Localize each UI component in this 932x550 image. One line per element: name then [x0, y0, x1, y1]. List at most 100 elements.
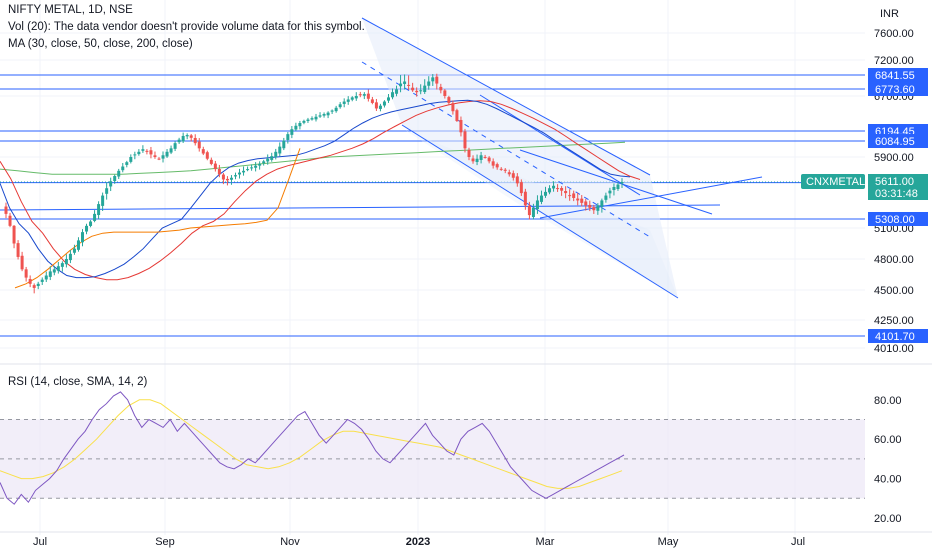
price-label-0[interactable]: 6841.55	[868, 68, 928, 82]
candle-67	[274, 148, 278, 160]
candle-14	[60, 261, 64, 272]
price-label-3[interactable]: 6084.95	[868, 134, 928, 148]
candle-53	[217, 164, 221, 178]
trendline-6[interactable]	[479, 94, 641, 196]
candle-9	[40, 277, 44, 285]
candle-118	[479, 151, 483, 164]
rsi-tick-0: 80.00	[874, 395, 902, 407]
candles	[4, 73, 624, 294]
candle-126	[511, 170, 515, 181]
candle-88	[358, 91, 362, 98]
price-tick-3: 5900.00	[874, 152, 914, 164]
time-tick-3: 2023	[406, 536, 430, 548]
rsi-tick-2: 40.00	[874, 474, 902, 486]
candle-109	[443, 89, 447, 99]
time-tick-5: May	[658, 536, 679, 548]
candle-129	[523, 188, 527, 210]
price-tick-6: 4500.00	[874, 285, 914, 297]
candle-101	[411, 82, 415, 92]
candle-82	[334, 105, 338, 113]
candle-84	[342, 98, 346, 108]
candle-127	[515, 173, 519, 187]
price-tick-7: 4250.00	[874, 315, 914, 327]
rsi-tick-3: 20.00	[874, 513, 902, 525]
candle-102	[415, 87, 419, 97]
candle-63	[258, 161, 262, 170]
ma-legend[interactable]: MA (30, close, 50, close, 200, close)	[8, 38, 193, 50]
symbol-title[interactable]: NIFTY METAL, 1D, NSE	[8, 4, 133, 16]
candle-3	[16, 240, 20, 260]
candle-152	[616, 182, 620, 191]
candle-47	[193, 134, 197, 146]
candle-123	[499, 167, 503, 171]
price-label-5[interactable]: 5308.00	[868, 212, 928, 226]
candle-136	[552, 181, 556, 192]
candle-96	[391, 88, 395, 100]
price-axis[interactable]: 7600.007200.006700.005900.005100.004800.…	[801, 28, 928, 355]
candle-150	[608, 187, 612, 199]
candle-146	[592, 204, 596, 214]
candle-72	[294, 122, 298, 131]
trendline-3[interactable]	[0, 204, 721, 211]
candle-128	[519, 179, 523, 197]
candle-137	[556, 184, 560, 192]
candle-79	[322, 112, 326, 118]
svg-text:5308.00: 5308.00	[875, 214, 915, 226]
symbol-tag[interactable]: CNXMETAL	[801, 174, 865, 189]
ma50-line	[0, 100, 641, 281]
candle-36	[149, 146, 153, 159]
svg-text:6084.95: 6084.95	[875, 136, 915, 148]
ma200-line	[0, 141, 626, 175]
candle-76	[310, 116, 314, 121]
candle-105	[427, 76, 431, 90]
candle-132	[535, 195, 539, 214]
candle-17	[72, 244, 76, 255]
candle-86	[350, 96, 354, 102]
trendline-0[interactable]	[361, 17, 651, 176]
candle-45	[185, 133, 189, 140]
candle-153	[620, 178, 624, 188]
trendline-5[interactable]	[519, 149, 713, 215]
price-tick-8: 4010.00	[874, 343, 914, 355]
rsi-legend[interactable]: RSI (14, close, SMA, 14, 2)	[8, 376, 148, 388]
price-tick-5: 4800.00	[874, 254, 914, 266]
candle-116	[471, 155, 475, 164]
candle-59	[242, 166, 246, 176]
candle-65	[266, 154, 270, 165]
candle-115	[467, 147, 471, 161]
candle-12	[52, 265, 56, 276]
price-tick-0: 7600.00	[874, 28, 914, 40]
candle-4	[20, 251, 24, 272]
candle-140	[568, 189, 572, 201]
trendline-1[interactable]	[401, 124, 679, 299]
candle-23	[97, 201, 101, 220]
trendline-4[interactable]	[539, 176, 763, 219]
volume-legend[interactable]: Vol (20): The data vendor doesn't provid…	[8, 21, 365, 33]
price-label-6[interactable]: 4101.70	[868, 329, 928, 343]
rsi-pane: 80.00 60.00 40.00 20.00	[0, 391, 902, 525]
svg-text:6773.60: 6773.60	[875, 84, 915, 96]
currency-label: INR	[880, 8, 899, 20]
candle-35	[145, 149, 149, 155]
candle-56	[229, 175, 233, 185]
svg-text:4101.70: 4101.70	[875, 331, 915, 343]
candle-21	[89, 220, 93, 228]
time-tick-2: Nov	[280, 536, 300, 548]
time-axis[interactable]: Jul Sep Nov 2023 Mar May Jul	[0, 531, 932, 548]
candle-108	[439, 83, 443, 94]
candle-134	[544, 186, 548, 198]
candle-98	[399, 75, 403, 93]
candle-131	[531, 203, 535, 220]
candle-2	[12, 225, 16, 249]
svg-text:6841.55: 6841.55	[875, 70, 915, 82]
price-label-1[interactable]: 6773.60	[868, 82, 928, 96]
candle-24	[101, 192, 105, 212]
bar-countdown: 03:31:48	[875, 188, 918, 200]
candle-13	[56, 261, 60, 274]
candle-139	[564, 186, 568, 199]
candle-39	[161, 151, 165, 163]
candle-114	[463, 128, 467, 153]
candle-74	[302, 119, 306, 125]
